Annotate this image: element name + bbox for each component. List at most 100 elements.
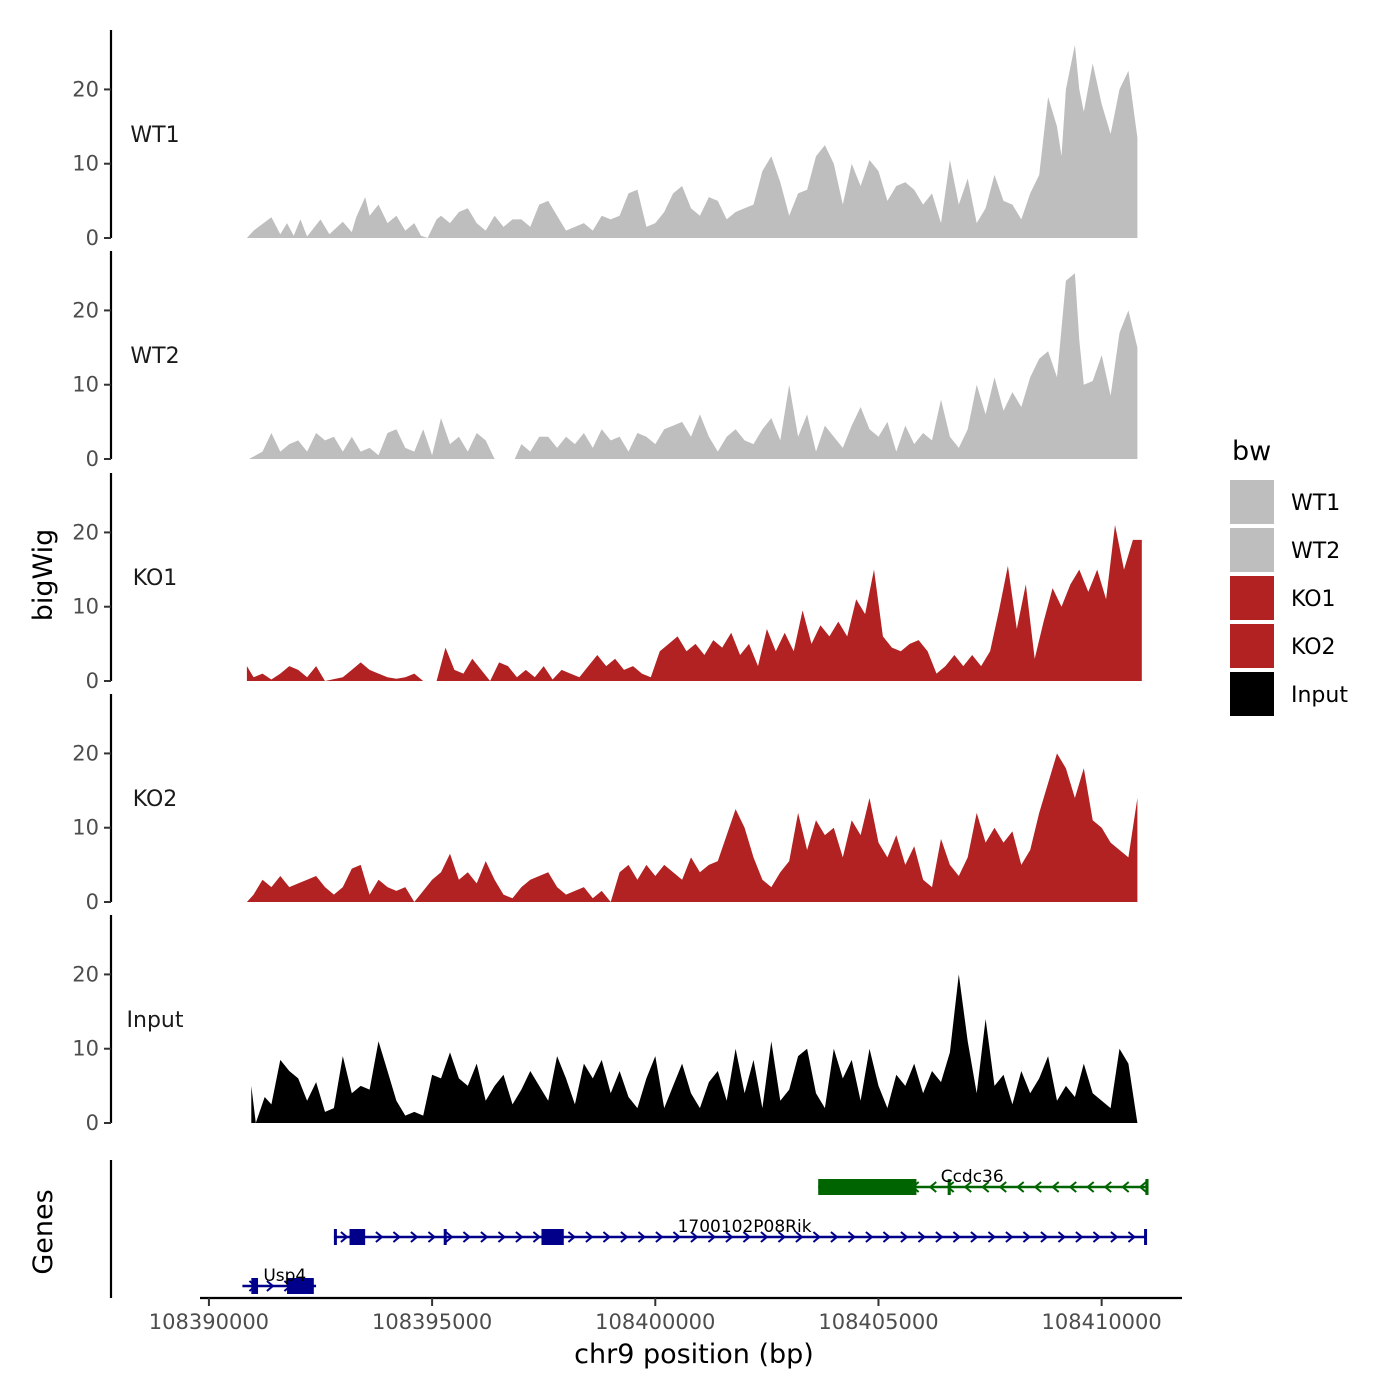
gene-exon <box>1144 1229 1148 1245</box>
track-panel-wt2: 0 10 20 WT2 <box>72 251 1138 471</box>
track-label: KO2 <box>133 787 178 812</box>
x-tick-label: 108395000 <box>372 1310 492 1334</box>
strand-chevron <box>777 1231 786 1243</box>
gene-exon <box>818 1179 917 1195</box>
strand-chevron <box>515 1231 524 1243</box>
x-tick-label: 108405000 <box>818 1310 938 1334</box>
track-label: KO1 <box>133 566 178 591</box>
x-axis: 108390000 108395000 108400000 108405000 1084… <box>149 1296 1182 1334</box>
strand-chevron <box>532 1231 541 1243</box>
strand-chevron <box>427 1231 436 1243</box>
strand-chevron <box>1086 1181 1095 1193</box>
strand-chevron <box>462 1231 471 1243</box>
y-tick-label: 0 <box>86 669 99 693</box>
y-tick-label: 20 <box>72 741 99 765</box>
strand-chevron <box>1051 1181 1060 1193</box>
gene-cdcd36: Ccdc36 <box>818 1167 1149 1195</box>
strand-chevron <box>998 1181 1007 1193</box>
strand-chevron <box>882 1231 891 1243</box>
y-tick-label: 10 <box>72 373 99 397</box>
strand-chevron <box>725 1231 734 1243</box>
x-tick-label: 108400000 <box>595 1310 715 1334</box>
gene-label: Usp4 <box>263 1266 306 1286</box>
strand-chevron <box>1057 1231 1066 1243</box>
strand-chevron <box>1005 1231 1014 1243</box>
y-axis-title: bigWig <box>28 529 59 622</box>
strand-chevron <box>981 1181 990 1193</box>
strand-chevron <box>1110 1231 1119 1243</box>
track-label: WT1 <box>130 123 179 148</box>
strand-chevron <box>1075 1231 1084 1243</box>
strand-chevron <box>1127 1231 1136 1243</box>
strand-chevron <box>1022 1231 1031 1243</box>
strand-chevron <box>987 1231 996 1243</box>
strand-chevron <box>637 1231 646 1243</box>
legend-key-wt1 <box>1230 480 1274 524</box>
tracks-layer: 0 10 20 WT1 0 10 20 WT2 0 10 20 KO1 0 10 20 KO2 0 10 20 Inp… <box>72 30 1142 1135</box>
strand-chevron <box>620 1231 629 1243</box>
track-panel-ko2: 0 10 20 KO2 <box>72 694 1138 914</box>
strand-chevron <box>1016 1181 1025 1193</box>
strand-chevron <box>865 1231 874 1243</box>
strand-chevron <box>1092 1231 1101 1243</box>
track-label: WT2 <box>130 344 179 369</box>
strand-chevron <box>935 1231 944 1243</box>
y-tick-label: 0 <box>86 1111 99 1135</box>
strand-chevron <box>760 1231 769 1243</box>
gene-exon <box>251 1278 259 1294</box>
genes-axis-title: Genes <box>28 1189 59 1274</box>
strand-chevron <box>1121 1181 1130 1193</box>
strand-chevron <box>812 1231 821 1243</box>
gene-exon <box>287 1278 314 1294</box>
strand-chevron <box>655 1231 664 1243</box>
strand-chevron <box>830 1231 839 1243</box>
strand-chevron <box>445 1231 454 1243</box>
strand-chevron <box>900 1231 909 1243</box>
y-tick-label: 10 <box>72 816 99 840</box>
legend: bw WT1 WT2 KO1 KO2 Input <box>1230 436 1348 716</box>
strand-chevron <box>672 1231 681 1243</box>
strand-chevron <box>340 1231 349 1243</box>
strand-chevron <box>497 1231 506 1243</box>
y-tick-label: 10 <box>72 1037 99 1061</box>
y-tick-label: 10 <box>72 595 99 619</box>
strand-chevron <box>375 1231 384 1243</box>
strand-chevron <box>928 1181 937 1193</box>
strand-chevron <box>707 1231 716 1243</box>
legend-label-ko2: KO2 <box>1291 635 1336 660</box>
gene-exon <box>349 1229 366 1245</box>
gene-label: Ccdc36 <box>941 1167 1004 1187</box>
gene-exon <box>947 1179 951 1195</box>
y-tick-label: 20 <box>72 962 99 986</box>
legend-label-wt1: WT1 <box>1291 491 1340 516</box>
strand-chevron <box>1068 1181 1077 1193</box>
strand-chevron <box>1033 1181 1042 1193</box>
strand-chevron <box>917 1231 926 1243</box>
y-tick-label: 0 <box>86 890 99 914</box>
strand-chevron <box>567 1231 576 1243</box>
legend-label-wt2: WT2 <box>1291 539 1340 564</box>
signal-area <box>249 273 1138 459</box>
strand-chevron <box>1040 1231 1049 1243</box>
legend-title: bw <box>1232 436 1271 467</box>
strand-chevron <box>480 1231 489 1243</box>
genes-layer: Ccdc36 1700102P08Rik Usp4 <box>109 1160 1149 1298</box>
legend-label-input: Input <box>1291 683 1348 708</box>
y-tick-label: 10 <box>72 152 99 176</box>
y-tick-label: 20 <box>72 77 99 101</box>
strand-chevron <box>795 1231 804 1243</box>
gene-1700102p08rik: 1700102P08Rik <box>333 1217 1148 1245</box>
track-panel-ko1: 0 10 20 KO1 <box>72 473 1142 693</box>
strand-chevron <box>392 1231 401 1243</box>
y-tick-label: 0 <box>86 447 99 471</box>
strand-chevron <box>690 1231 699 1243</box>
strand-chevron <box>585 1231 594 1243</box>
signal-area <box>246 753 1138 902</box>
track-label: Input <box>127 1008 184 1033</box>
gene-exon <box>541 1229 564 1245</box>
strand-chevron <box>970 1231 979 1243</box>
strand-chevron <box>952 1231 961 1243</box>
strand-chevron <box>742 1231 751 1243</box>
gene-exon <box>1145 1179 1149 1195</box>
gene-exon <box>443 1229 447 1245</box>
